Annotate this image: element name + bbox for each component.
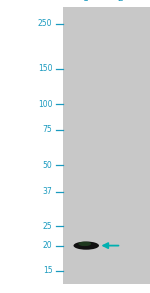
Ellipse shape	[78, 242, 91, 246]
Text: 15: 15	[43, 266, 52, 275]
Ellipse shape	[74, 241, 99, 250]
Text: 75: 75	[43, 125, 52, 134]
Text: 2: 2	[117, 0, 123, 3]
Text: 20: 20	[43, 241, 52, 250]
Text: 100: 100	[38, 100, 52, 109]
Text: 250: 250	[38, 19, 52, 28]
Text: 25: 25	[43, 222, 52, 231]
Text: 37: 37	[43, 187, 52, 196]
Bar	[63, 7, 150, 284]
Text: 150: 150	[38, 64, 52, 73]
Text: 1: 1	[83, 0, 89, 3]
Text: 50: 50	[43, 161, 52, 170]
